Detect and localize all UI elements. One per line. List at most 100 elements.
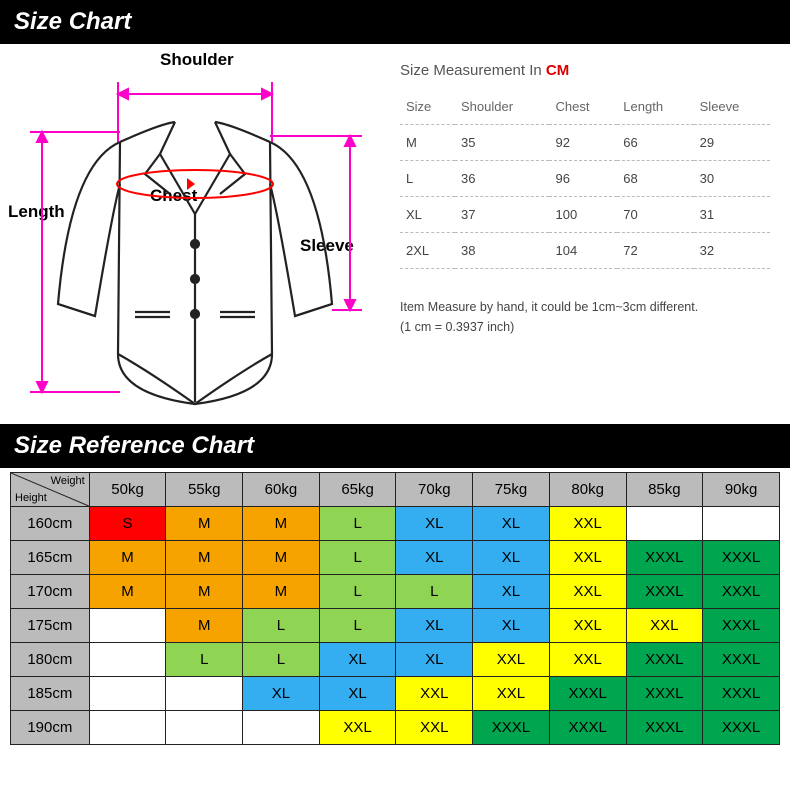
ref-cell: XXL [549, 575, 626, 609]
ref-row: 175cmMLLXLXLXXLXXLXXXL [11, 609, 780, 643]
ref-cell: XXXL [703, 677, 780, 711]
weight-header: 80kg [549, 473, 626, 507]
size-cell: 72 [617, 233, 693, 269]
ref-cell: XXXL [626, 575, 703, 609]
ref-row: 160cmSMMLXLXLXXL [11, 507, 780, 541]
size-cell: 104 [549, 233, 617, 269]
ref-cell: L [319, 609, 396, 643]
ref-cell: S [89, 507, 166, 541]
size-row: XL371007031 [400, 197, 770, 233]
ref-cell: XXL [549, 643, 626, 677]
reference-table: WeightHeight50kg55kg60kg65kg70kg75kg80kg… [10, 472, 780, 745]
jacket-svg [0, 54, 390, 424]
size-cell: 92 [549, 125, 617, 161]
ref-row: 185cmXLXLXXLXXLXXXLXXXLXXXL [11, 677, 780, 711]
ref-cell [89, 711, 166, 745]
ref-cell: L [166, 643, 243, 677]
ref-cell: XXXL [703, 575, 780, 609]
size-cell: M [400, 125, 455, 161]
weight-header: 70kg [396, 473, 473, 507]
reference-table-wrap: WeightHeight50kg55kg60kg65kg70kg75kg80kg… [0, 468, 790, 755]
ref-cell: XL [319, 643, 396, 677]
size-cell: 96 [549, 161, 617, 197]
size-chart-header: Size Chart [0, 0, 790, 44]
size-ref-header: Size Reference Chart [0, 424, 790, 468]
ref-cell [166, 677, 243, 711]
measurement-panel: Size Measurement In CM SizeShoulderChest… [390, 44, 790, 424]
size-row: L36966830 [400, 161, 770, 197]
ref-cell: M [89, 541, 166, 575]
size-cell: 32 [694, 233, 770, 269]
ref-cell [243, 711, 320, 745]
ref-cell: L [243, 643, 320, 677]
size-col-header: Shoulder [455, 89, 549, 125]
ref-cell: XXL [319, 711, 396, 745]
ref-cell: XL [473, 541, 550, 575]
ref-cell: XXXL [626, 643, 703, 677]
size-cell: 38 [455, 233, 549, 269]
size-table: SizeShoulderChestLengthSleeve M35926629L… [400, 89, 770, 269]
ref-row: 170cmMMMLLXLXXLXXXLXXXL [11, 575, 780, 609]
weight-header: 75kg [473, 473, 550, 507]
size-cell: 31 [694, 197, 770, 233]
measurement-note: Item Measure by hand, it could be 1cm~3c… [400, 297, 770, 337]
size-cell: 2XL [400, 233, 455, 269]
ref-cell: XL [396, 643, 473, 677]
ref-cell: XL [473, 609, 550, 643]
size-cell: L [400, 161, 455, 197]
ref-cell: XL [396, 541, 473, 575]
weight-header: 60kg [243, 473, 320, 507]
ref-cell: M [243, 541, 320, 575]
ref-cell: XXL [549, 609, 626, 643]
size-cell: 68 [617, 161, 693, 197]
ref-cell: XXXL [703, 643, 780, 677]
height-header: 175cm [11, 609, 90, 643]
ref-cell: L [319, 507, 396, 541]
height-header: 190cm [11, 711, 90, 745]
jacket-diagram: Shoulder Length Chest Sleeve [0, 44, 390, 424]
ref-cell: XXL [473, 643, 550, 677]
size-cell: 30 [694, 161, 770, 197]
weight-header: 65kg [319, 473, 396, 507]
weight-header: 90kg [703, 473, 780, 507]
measurement-title-prefix: Size Measurement In [400, 62, 546, 79]
weight-header: 85kg [626, 473, 703, 507]
ref-cell [626, 507, 703, 541]
size-cell: XL [400, 197, 455, 233]
ref-cell: XXXL [549, 711, 626, 745]
ref-cell: L [319, 541, 396, 575]
ref-cell: XXXL [626, 677, 703, 711]
corner-height: Height [15, 492, 47, 504]
size-cell: 66 [617, 125, 693, 161]
ref-cell: L [396, 575, 473, 609]
ref-cell: M [166, 609, 243, 643]
height-header: 160cm [11, 507, 90, 541]
size-row: 2XL381047232 [400, 233, 770, 269]
ref-row: 190cmXXLXXLXXXLXXXLXXXLXXXL [11, 711, 780, 745]
measurement-title-unit: CM [546, 62, 569, 79]
ref-cell: XXL [396, 711, 473, 745]
ref-cell: XXL [473, 677, 550, 711]
ref-cell: M [166, 575, 243, 609]
ref-cell: XXL [549, 507, 626, 541]
measurement-title: Size Measurement In CM [400, 62, 770, 79]
ref-cell: XXL [549, 541, 626, 575]
size-cell: 100 [549, 197, 617, 233]
ref-cell: XL [473, 575, 550, 609]
ref-cell [89, 609, 166, 643]
ref-cell: M [243, 507, 320, 541]
size-cell: 29 [694, 125, 770, 161]
weight-header: 50kg [89, 473, 166, 507]
ref-cell: XXXL [626, 541, 703, 575]
ref-cell: XL [396, 609, 473, 643]
ref-cell [166, 711, 243, 745]
ref-cell: L [243, 609, 320, 643]
ref-cell: XL [473, 507, 550, 541]
height-header: 185cm [11, 677, 90, 711]
size-row: M35926629 [400, 125, 770, 161]
size-col-header: Length [617, 89, 693, 125]
ref-cell: XXXL [549, 677, 626, 711]
ref-cell: M [166, 541, 243, 575]
size-col-header: Size [400, 89, 455, 125]
ref-cell: XXL [396, 677, 473, 711]
